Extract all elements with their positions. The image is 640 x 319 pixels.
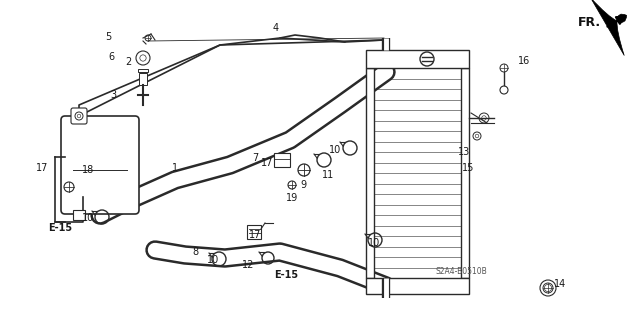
Text: 11: 11: [322, 170, 334, 180]
Text: E-15: E-15: [274, 270, 298, 280]
Bar: [139, 73, 147, 85]
Text: 2: 2: [125, 57, 131, 67]
Text: 10: 10: [368, 238, 380, 248]
Text: 17: 17: [249, 230, 261, 240]
Text: E-15: E-15: [48, 223, 72, 233]
Text: 17: 17: [261, 158, 273, 168]
FancyBboxPatch shape: [71, 108, 87, 124]
Text: 5: 5: [105, 32, 111, 42]
Text: 19: 19: [286, 193, 298, 203]
Text: FR.: FR.: [578, 16, 601, 28]
Text: 12: 12: [242, 260, 254, 270]
Text: 13: 13: [458, 147, 470, 157]
Bar: [73, 210, 85, 220]
FancyArrowPatch shape: [591, 0, 627, 56]
Text: S2A4-B0510B: S2A4-B0510B: [436, 268, 488, 277]
Bar: [461, 68, 469, 278]
Text: 8: 8: [192, 247, 198, 257]
Text: 16: 16: [518, 56, 530, 66]
FancyBboxPatch shape: [61, 116, 139, 214]
Text: 7: 7: [252, 153, 258, 163]
Bar: [247, 225, 261, 239]
Bar: [366, 278, 469, 294]
Bar: [274, 153, 290, 167]
Bar: [138, 69, 148, 72]
Text: 6: 6: [108, 52, 114, 62]
Bar: [366, 68, 374, 278]
FancyArrowPatch shape: [607, 17, 625, 26]
Text: 10: 10: [329, 145, 341, 155]
Text: 1: 1: [172, 163, 178, 173]
Bar: [366, 50, 469, 68]
Text: 4: 4: [273, 23, 279, 33]
Text: 15: 15: [462, 163, 474, 173]
Text: 10: 10: [82, 213, 94, 223]
Text: 3: 3: [110, 90, 116, 100]
Text: 18: 18: [82, 165, 94, 175]
Text: 9: 9: [300, 180, 306, 190]
Text: 14: 14: [554, 279, 566, 289]
Text: 10: 10: [207, 255, 219, 265]
Text: 17: 17: [36, 163, 48, 173]
